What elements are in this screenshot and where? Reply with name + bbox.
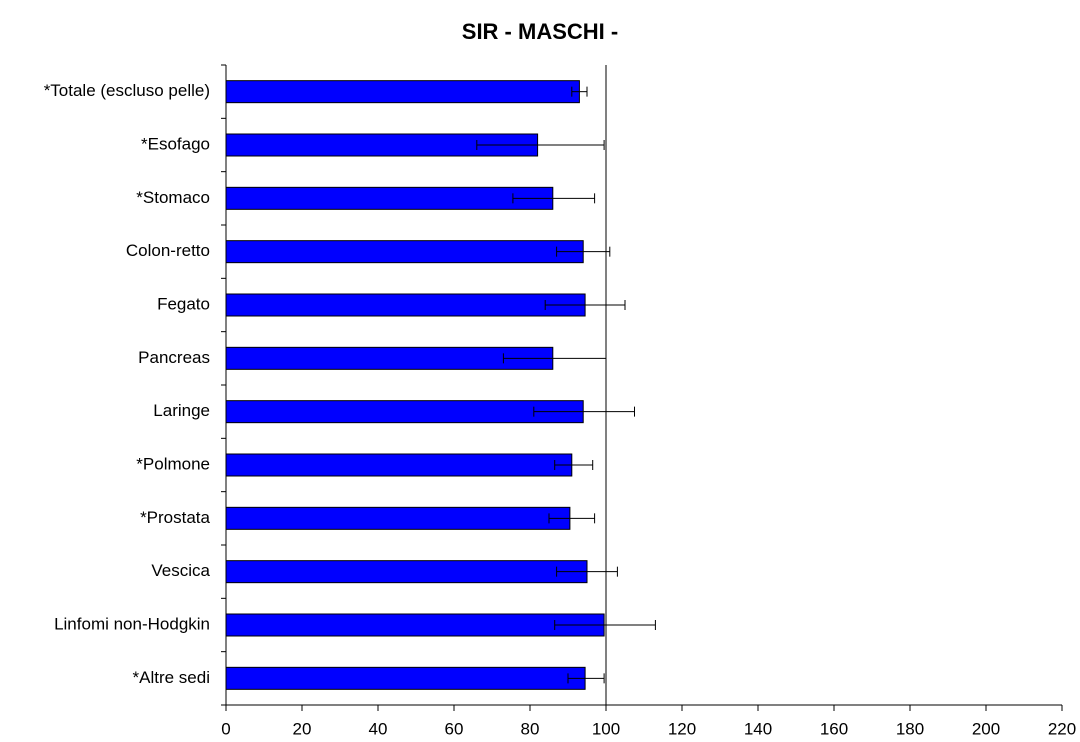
- bar: [225, 506, 571, 530]
- bar: [225, 453, 573, 477]
- bar: [225, 80, 580, 104]
- y-tick-label: *Altre sedi: [133, 668, 210, 687]
- bar: [225, 240, 584, 264]
- y-tick-label: Laringe: [153, 401, 210, 420]
- y-tick-label: Linfomi non-Hodgkin: [54, 614, 210, 633]
- bar: [225, 613, 605, 637]
- bar: [225, 666, 586, 690]
- x-tick-label: 100: [592, 719, 620, 738]
- bar: [225, 186, 554, 210]
- x-tick-label: 60: [445, 719, 464, 738]
- y-tick-label: Vescica: [151, 561, 210, 580]
- x-tick-label: 40: [369, 719, 388, 738]
- y-tick-label: *Totale (escluso pelle): [44, 81, 210, 100]
- y-tick-label: *Prostata: [140, 508, 210, 527]
- y-tick-label: *Polmone: [136, 454, 210, 473]
- x-tick-label: 140: [744, 719, 772, 738]
- y-tick-label: *Stomaco: [136, 188, 210, 207]
- chart-title: SIR - MASCHI -: [462, 19, 618, 44]
- x-tick-label: 180: [896, 719, 924, 738]
- x-tick-label: 80: [521, 719, 540, 738]
- x-tick-label: 200: [972, 719, 1000, 738]
- y-tick-label: Fegato: [157, 294, 210, 313]
- bar: [225, 400, 584, 424]
- x-tick-label: 20: [293, 719, 312, 738]
- x-tick-label: 220: [1048, 719, 1076, 738]
- y-tick-label: *Esofago: [141, 134, 210, 153]
- bar: [225, 560, 588, 584]
- y-tick-label: Pancreas: [138, 348, 210, 367]
- y-tick-label: Colon-retto: [126, 241, 210, 260]
- x-tick-label: 120: [668, 719, 696, 738]
- x-tick-label: 0: [221, 719, 230, 738]
- bar: [225, 293, 586, 317]
- x-tick-label: 160: [820, 719, 848, 738]
